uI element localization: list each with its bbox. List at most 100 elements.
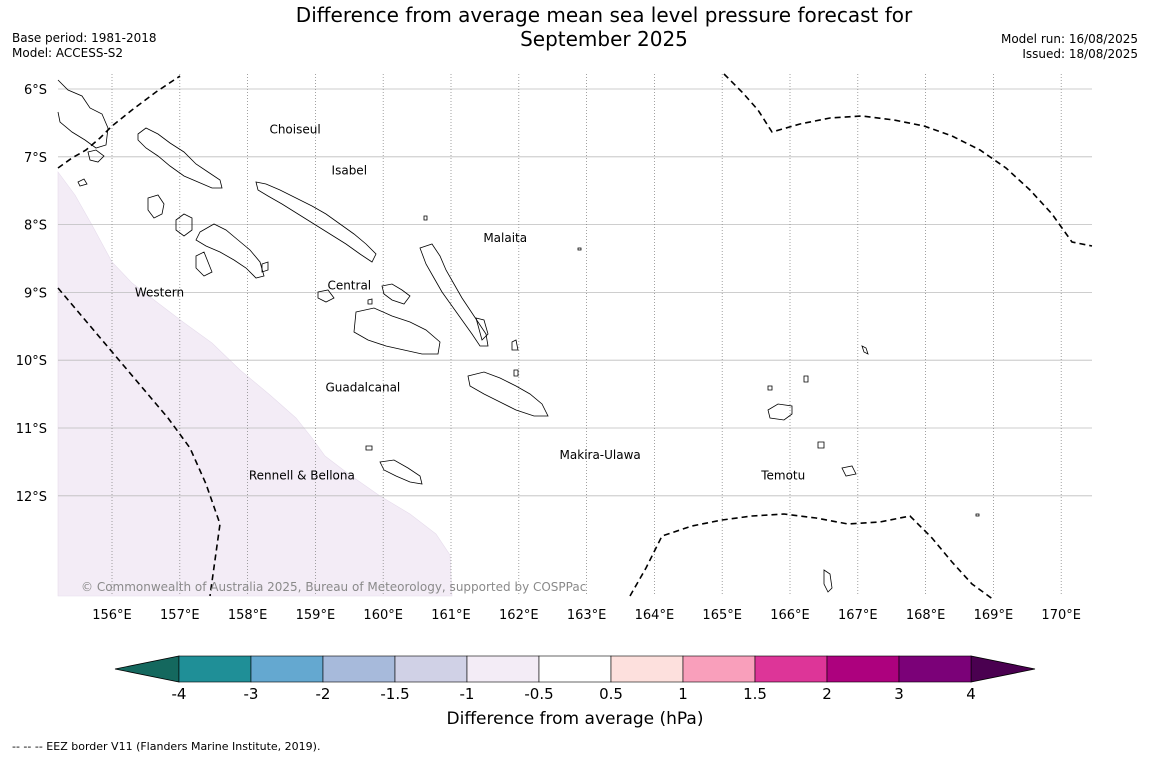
- meta-left: Base period: 1981-2018 Model: ACCESS-S2: [12, 31, 157, 61]
- lon-label: 166°E: [770, 608, 810, 623]
- lat-label: 12°S: [16, 490, 47, 505]
- lon-label: 161°E: [431, 608, 471, 623]
- meta-right: Model run: 16/08/2025 Issued: 18/08/2025: [1001, 32, 1138, 62]
- colorbar-segment: [178, 655, 252, 683]
- island-isabel: [255, 181, 377, 263]
- island-santa-ana: [513, 369, 519, 377]
- island-florida: [381, 283, 411, 305]
- island-russell: [317, 289, 335, 303]
- eez-border-north-west: [57, 75, 181, 169]
- colorbar-segment: [682, 655, 756, 683]
- place-label: Rennell & Bellona: [249, 468, 355, 482]
- place-label: Choiseul: [269, 123, 320, 137]
- island-anuta: [975, 513, 980, 517]
- island-tinakula: [767, 385, 773, 391]
- coastlines: [57, 79, 980, 593]
- colorbar-tick-label: -0.5: [524, 685, 553, 700]
- colorbar-segment: [250, 655, 324, 683]
- island-reef-islands: [803, 375, 809, 383]
- colorbar-label: Difference from average (hPa): [446, 709, 704, 729]
- colorbar-extend-low: [114, 655, 180, 683]
- island-bellona: [365, 445, 373, 451]
- island-guadalcanal: [353, 307, 441, 355]
- colorbar-tick-label: 1.5: [743, 685, 767, 700]
- lat-label: 11°S: [16, 422, 47, 437]
- longitude-labels: 156°E 157°E 158°E 159°E 160°E 161°E 162°E 163°E…: [92, 608, 1081, 623]
- lat-label: 8°S: [24, 219, 47, 234]
- title-line-1: Difference from average mean sea level p…: [295, 3, 913, 27]
- place-label: Western: [135, 285, 184, 299]
- place-label: Central: [327, 279, 371, 293]
- lon-label: 170°E: [1041, 608, 1081, 623]
- island-small-1: [423, 215, 428, 221]
- island-vella-lavella: [147, 194, 165, 219]
- island-duff: [861, 345, 869, 355]
- place-label: Makira-Ulawa: [560, 448, 641, 462]
- lat-label: 9°S: [24, 286, 47, 301]
- island-savo: [367, 298, 373, 305]
- colorbar-segment: [322, 655, 396, 683]
- anomaly-region: [57, 171, 453, 597]
- eez-border: [57, 73, 1093, 601]
- eez-border-south-east: [629, 513, 995, 601]
- colorbar-tick-label: -2: [316, 685, 331, 700]
- island-buka: [87, 149, 105, 163]
- island-kolombangara: [175, 213, 193, 237]
- island-vanikoro: [841, 465, 857, 477]
- island-choiseul: [137, 127, 223, 189]
- colorbar-segment: [898, 655, 972, 683]
- colorbar-tick-label: 0.5: [599, 685, 623, 700]
- island-shortland: [77, 178, 88, 187]
- lon-label: 157°E: [160, 608, 200, 623]
- island-small-2: [577, 247, 582, 251]
- lon-label: 164°E: [635, 608, 675, 623]
- colorbar-extend-high: [970, 655, 1036, 683]
- island-ulawa: [511, 339, 519, 351]
- island-rendova: [195, 251, 213, 277]
- lat-label: 10°S: [16, 354, 47, 369]
- colorbar-segment: [610, 655, 684, 683]
- map-title: Difference from average mean sea level p…: [0, 3, 1150, 51]
- colorbar-tick-label: 3: [894, 685, 904, 700]
- lon-label: 160°E: [363, 608, 403, 623]
- island-malaita: [419, 243, 489, 347]
- lon-label: 162°E: [499, 608, 539, 623]
- island-rennell: [379, 459, 423, 485]
- latitude-gridlines: [58, 88, 1092, 497]
- place-label: Isabel: [332, 163, 367, 177]
- lon-label: 163°E: [567, 608, 607, 623]
- colorbar-segment: [826, 655, 900, 683]
- colorbar-tick-label: 4: [966, 685, 976, 700]
- colorbar-tick-label: -1: [460, 685, 475, 700]
- place-label: Guadalcanal: [325, 380, 400, 394]
- island-makira: [467, 371, 549, 417]
- colorbar-tick-labels: -4 -3 -2 -1.5 -1 -0.5 0.5 1 1.5 2 3 4: [172, 685, 976, 700]
- model-name: Model: ACCESS-S2: [12, 46, 124, 60]
- island-gatukai: [261, 261, 269, 273]
- eez-border-north-east: [723, 73, 1093, 247]
- island-new-georgia: [195, 223, 265, 279]
- lon-label: 158°E: [228, 608, 268, 623]
- lon-label: 167°E: [838, 608, 878, 623]
- colorbar-tick-label: -1.5: [380, 685, 409, 700]
- lon-label: 165°E: [702, 608, 742, 623]
- lon-label: 169°E: [974, 608, 1014, 623]
- eez-border-west: [57, 287, 221, 597]
- issued-date: Issued: 18/08/2025: [1022, 47, 1138, 61]
- longitude-gridlines: [111, 74, 1062, 596]
- place-label: Malaita: [483, 231, 527, 245]
- island-nendo: [767, 403, 793, 421]
- colorbar-segment: [394, 655, 468, 683]
- colorbar-segment: [754, 655, 828, 683]
- colorbar-tick-label: 2: [822, 685, 832, 700]
- eez-footnote: -- -- -- EEZ border V11 (Flanders Marine…: [12, 740, 321, 753]
- map-figure: Choiseul Isabel Malaita Western Central Guada…: [16, 73, 1093, 700]
- island-bougainville: [57, 79, 109, 149]
- lat-label: 6°S: [24, 83, 47, 98]
- place-label: Temotu: [760, 468, 805, 482]
- place-labels: Choiseul Isabel Malaita Western Central Guada…: [135, 123, 805, 483]
- latitude-labels: 6°S 7°S 8°S 9°S 10°S 11°S 12°S: [16, 83, 47, 505]
- colorbar-tick-label: 1: [678, 685, 688, 700]
- lat-label: 7°S: [24, 151, 47, 166]
- colorbar-segment: [538, 655, 612, 683]
